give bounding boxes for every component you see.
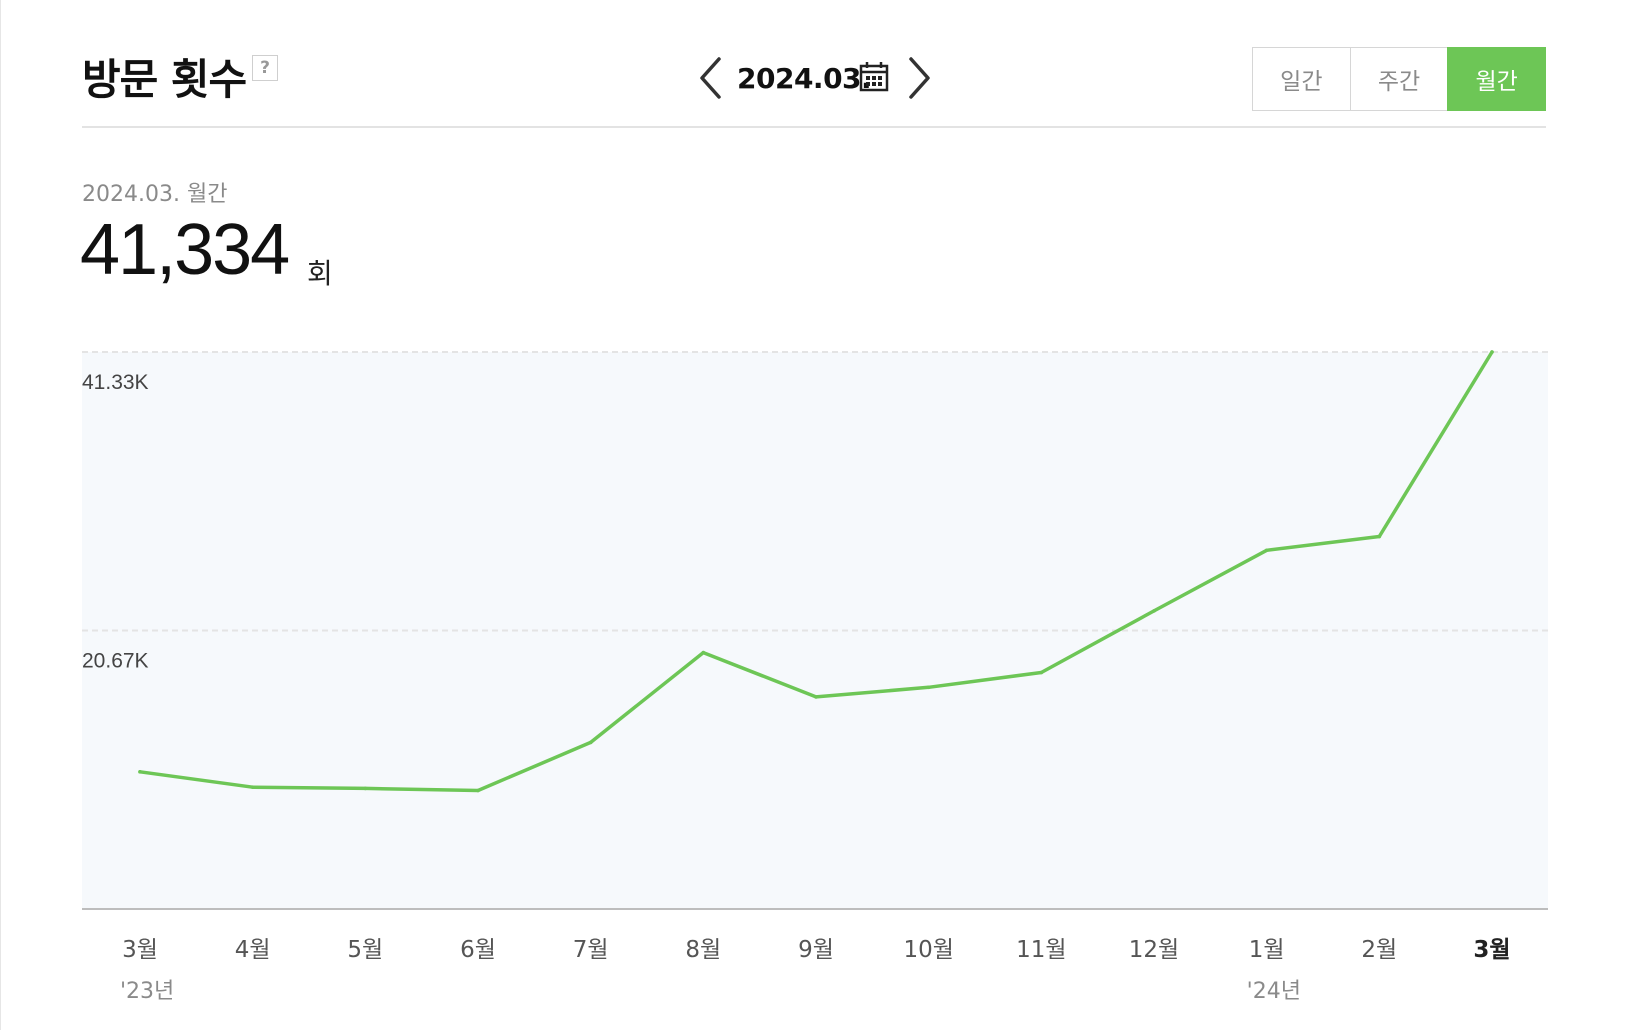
x-tick-label: 6월 xyxy=(460,937,496,963)
x-tick-label: 2월 xyxy=(1361,937,1397,963)
y-tick-label: 41.33K xyxy=(82,371,149,394)
data-point xyxy=(701,650,706,655)
tab-daily[interactable]: 일간 xyxy=(1252,47,1351,111)
data-point xyxy=(1377,534,1382,539)
data-point xyxy=(363,786,368,791)
summary-unit: 회 xyxy=(307,257,333,290)
data-point xyxy=(1490,350,1494,354)
data-point xyxy=(926,685,931,690)
chevron-right-icon[interactable] xyxy=(905,56,933,100)
data-point xyxy=(1264,548,1269,553)
chevron-left-icon[interactable] xyxy=(697,56,725,100)
chart-header: 방문 횟수 ? 2024.03. 일간 주간 월간 xyxy=(82,40,1547,128)
x-tick-label: 12월 xyxy=(1129,937,1179,963)
x-tick-label: 1월 xyxy=(1249,937,1285,963)
left-border xyxy=(0,0,1,1030)
x-tick-label: 5월 xyxy=(347,937,383,963)
x-tick-label: 10월 xyxy=(903,937,953,963)
help-icon[interactable]: ? xyxy=(252,55,278,81)
x-tick-label: 11월 xyxy=(1016,937,1066,963)
x-tick-label: 3월 xyxy=(122,937,158,963)
data-point xyxy=(476,788,480,793)
x-year-label: '23년 xyxy=(120,979,174,1004)
summary-period-label: 2024.03. 월간 xyxy=(82,182,228,207)
x-tick-label: 4월 xyxy=(235,937,271,963)
data-point xyxy=(1039,670,1044,675)
page-title: 방문 횟수 xyxy=(82,55,247,104)
summary-total-value: 41,334 xyxy=(80,210,290,290)
calendar-icon[interactable] xyxy=(859,60,889,92)
x-tick-label: 7월 xyxy=(573,937,609,963)
data-point xyxy=(588,740,593,745)
y-tick-label: 20.67K xyxy=(82,650,149,673)
date-navigator: 2024.03. xyxy=(697,48,942,104)
current-date-label: 2024.03. xyxy=(737,62,872,95)
x-tick-label: 3월 xyxy=(1473,937,1510,963)
data-point xyxy=(250,785,255,789)
data-point xyxy=(814,695,818,699)
data-point xyxy=(138,770,142,774)
x-year-label: '24년 xyxy=(1247,979,1301,1004)
data-point xyxy=(1152,609,1156,613)
period-tabs: 일간 주간 월간 xyxy=(1252,47,1547,111)
tab-monthly[interactable]: 월간 xyxy=(1447,47,1547,111)
x-tick-label: 9월 xyxy=(798,937,834,963)
x-tick-label: 8월 xyxy=(685,937,721,963)
